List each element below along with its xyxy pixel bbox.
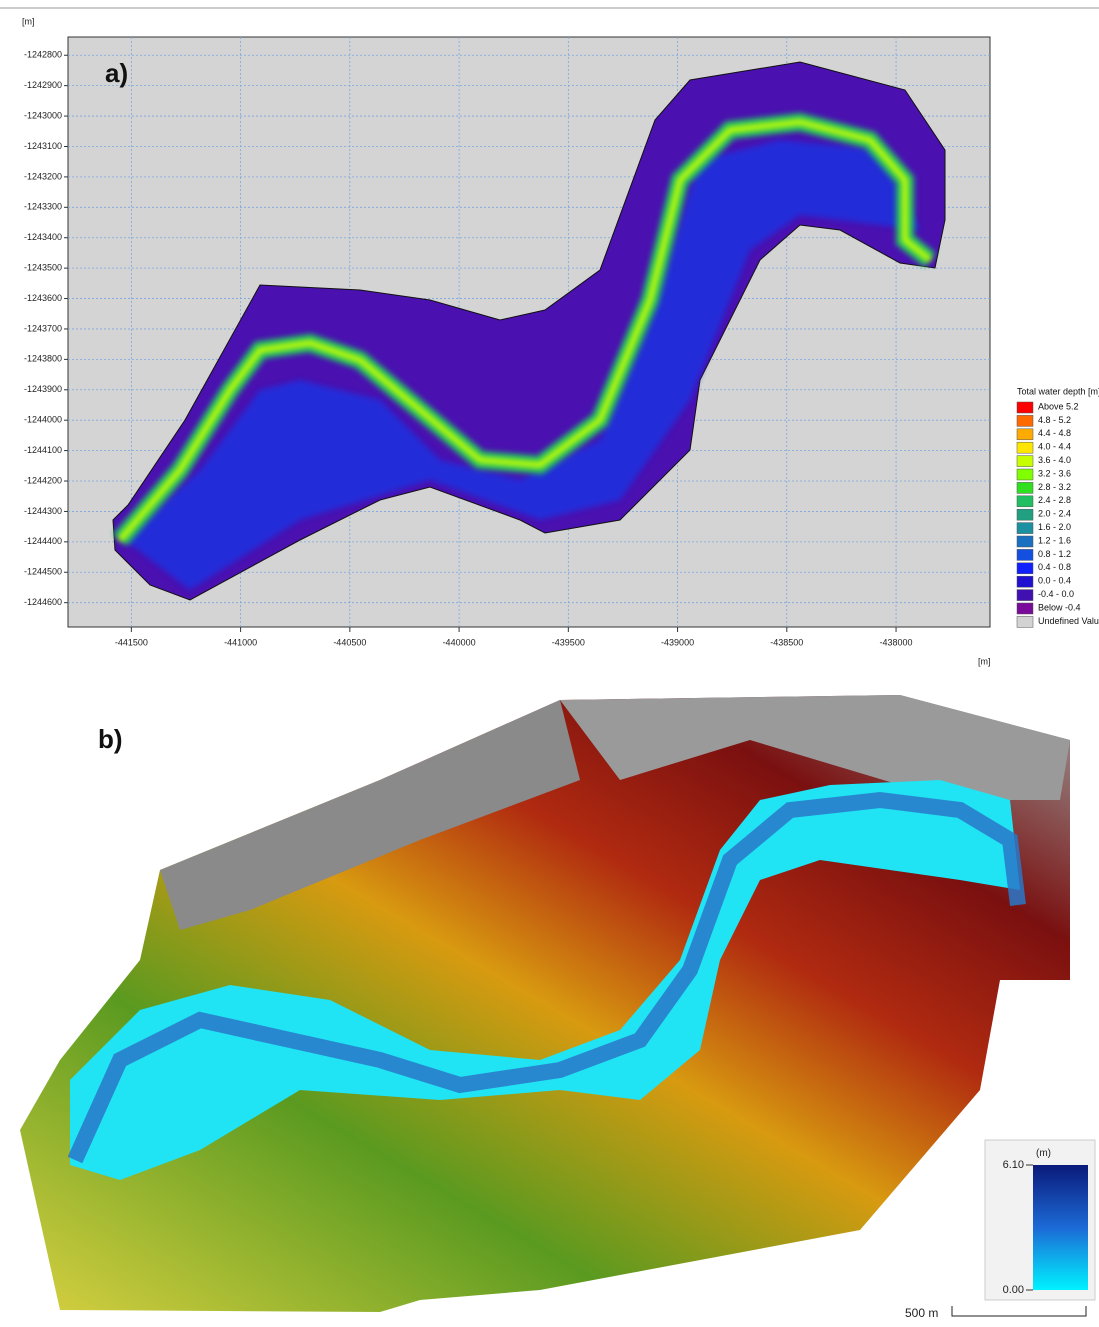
x-unit: [m] bbox=[978, 656, 991, 666]
legend-swatch bbox=[1016, 589, 1034, 601]
legend-label: Above 5.2 bbox=[1038, 401, 1079, 411]
y-tick-label: -1243800 bbox=[24, 354, 62, 364]
x-tick-label: -439000 bbox=[661, 637, 694, 647]
colorbar-unit: (m) bbox=[1036, 1148, 1051, 1159]
legend: Total water depth [m] Above 5.2 4.8 - 5.2 4… bbox=[1016, 386, 1099, 628]
flood-extent bbox=[70, 780, 1020, 1180]
y-tick-label: -1244400 bbox=[24, 536, 62, 546]
legend-swatch bbox=[1016, 482, 1034, 494]
y-tick-label: -1244100 bbox=[24, 445, 62, 455]
y-tick-label: -1243600 bbox=[24, 293, 62, 303]
legend-swatch bbox=[1016, 616, 1034, 628]
river-channel bbox=[67, 791, 1026, 1164]
y-tick-label: -1243700 bbox=[24, 323, 62, 333]
legend-swatch bbox=[1016, 455, 1034, 467]
legend-label: 3.2 - 3.6 bbox=[1038, 468, 1071, 478]
river-thalweg bbox=[117, 118, 932, 542]
legend-title: Total water depth [m] bbox=[1017, 386, 1099, 396]
legend-label: 1.2 - 1.6 bbox=[1038, 535, 1071, 545]
x-tick-label: -438500 bbox=[770, 637, 803, 647]
panel-label: a) bbox=[105, 58, 128, 88]
legend-label: 3.6 - 4.0 bbox=[1038, 455, 1071, 465]
legend-label: 4.8 - 5.2 bbox=[1038, 415, 1071, 425]
legend-swatch bbox=[1016, 562, 1034, 575]
legend-swatch bbox=[1016, 441, 1034, 454]
y-tick-label: -1242900 bbox=[24, 80, 62, 90]
legend-swatch bbox=[1016, 415, 1034, 427]
hill-shade bbox=[160, 700, 580, 930]
y-tick-label: -1244200 bbox=[24, 475, 62, 485]
y-tick-label: -1243500 bbox=[24, 263, 62, 273]
legend-swatch bbox=[1016, 401, 1034, 414]
y-tick-label: -1244600 bbox=[24, 597, 62, 607]
floodplain bbox=[125, 140, 920, 590]
legend-swatch bbox=[1016, 522, 1034, 534]
legend-swatch bbox=[1016, 495, 1034, 508]
x-tick-label: -438000 bbox=[880, 637, 913, 647]
y-tick-label: -1244000 bbox=[24, 415, 62, 425]
y-tick-label: -1244500 bbox=[24, 567, 62, 577]
y-tick-label: -1243300 bbox=[24, 202, 62, 212]
legend-label: -0.4 - 0.0 bbox=[1038, 589, 1074, 599]
legend-label: 1.6 - 2.0 bbox=[1038, 522, 1071, 532]
scale-bar-label: 500 m bbox=[905, 1306, 938, 1320]
legend-label: 0.8 - 1.2 bbox=[1038, 549, 1071, 559]
y-tick-label: -1243400 bbox=[24, 232, 62, 242]
hill-shade bbox=[560, 695, 1070, 800]
legend-label: 4.4 - 4.8 bbox=[1038, 428, 1071, 438]
legend-swatch bbox=[1016, 428, 1034, 441]
x-tick-label: -440500 bbox=[333, 637, 366, 647]
legend-label: 4.0 - 4.4 bbox=[1038, 442, 1071, 452]
colorbar-ticks: 6.10 0.00 bbox=[1003, 1159, 1033, 1296]
legend-swatch bbox=[1016, 575, 1034, 588]
panel-label: b) bbox=[98, 724, 123, 754]
legend-label: 0.0 - 0.4 bbox=[1038, 576, 1071, 586]
y-tick-label: -1243100 bbox=[24, 141, 62, 151]
x-tick-label: -439500 bbox=[552, 637, 585, 647]
legend-label: 2.8 - 3.2 bbox=[1038, 482, 1071, 492]
y-tick-label: -1243900 bbox=[24, 384, 62, 394]
depth-map bbox=[112, 61, 946, 601]
legend-swatch bbox=[1016, 549, 1034, 561]
x-tick-label: -441500 bbox=[115, 637, 148, 647]
colorbar bbox=[1033, 1165, 1088, 1290]
y-tick-label: -1243200 bbox=[24, 171, 62, 181]
legend-label: Below -0.4 bbox=[1038, 602, 1081, 612]
legend-swatch bbox=[1016, 468, 1034, 481]
y-tick-label: -1242800 bbox=[24, 50, 62, 60]
legend-label: 2.0 - 2.4 bbox=[1038, 509, 1071, 519]
colorbar-tick-label: 0.00 bbox=[1003, 1284, 1024, 1296]
colorbar-tick-label: 6.10 bbox=[1003, 1159, 1024, 1171]
y-unit: [m] bbox=[22, 16, 35, 26]
legend-label: 0.4 - 0.8 bbox=[1038, 562, 1071, 572]
legend-swatch bbox=[1016, 535, 1034, 548]
x-tick-label: -441000 bbox=[224, 637, 257, 647]
legend-label: Undefined Value bbox=[1038, 616, 1099, 626]
x-tick-label: -440000 bbox=[443, 637, 476, 647]
legend-swatch bbox=[1016, 508, 1034, 521]
y-tick-label: -1244300 bbox=[24, 506, 62, 516]
scale-bar bbox=[951, 1306, 1087, 1317]
legend-label: 2.4 - 2.8 bbox=[1038, 495, 1071, 505]
legend-swatch bbox=[1016, 602, 1034, 615]
y-tick-label: -1243000 bbox=[24, 110, 62, 120]
